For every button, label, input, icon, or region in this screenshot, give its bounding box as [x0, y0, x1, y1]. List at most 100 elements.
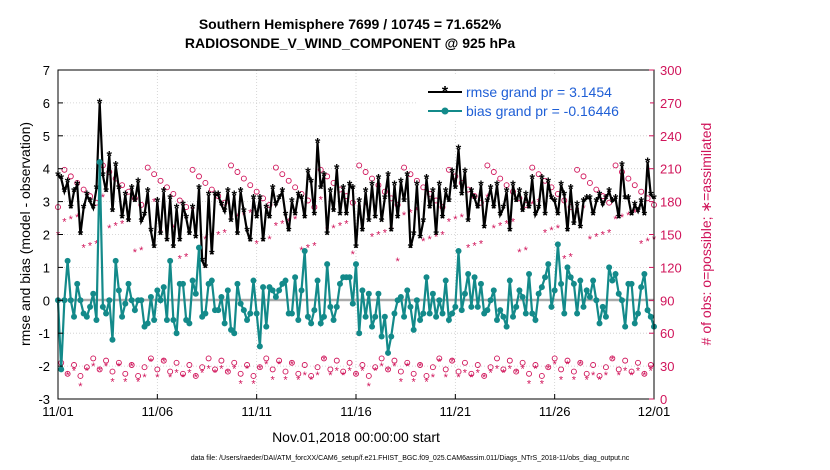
rmse-point: *: [74, 177, 80, 193]
bias-point: [545, 261, 552, 268]
obs-assimilated-point: *: [456, 372, 461, 384]
obs-assimilated-point: *: [367, 381, 372, 393]
bias-point: [231, 330, 238, 337]
obs-possible-point: [545, 364, 552, 371]
obs-assimilated-point: *: [354, 370, 359, 382]
bias-point: [429, 290, 436, 297]
rmse-point: *: [180, 197, 186, 213]
obs-assimilated-point: *: [360, 365, 365, 377]
obs-assimilated-point: *: [642, 370, 647, 382]
obs-assimilated-point: *: [274, 221, 279, 233]
obs-assimilated-point: *: [604, 370, 609, 382]
y2-tick-label: 0: [660, 392, 667, 407]
bias-point: [173, 330, 180, 337]
bias-point: [170, 317, 177, 324]
rmse-point: *: [526, 200, 532, 216]
obs-assimilated-point: *: [328, 370, 333, 382]
rmse-point: *: [642, 207, 648, 223]
bias-point: [99, 303, 106, 310]
obs-assimilated-point: *: [578, 359, 583, 371]
bias-point: [179, 280, 186, 287]
obs-possible-point: [583, 370, 590, 377]
obs-assimilated-point: *: [620, 212, 625, 224]
bias-point: [189, 277, 196, 284]
obs-possible-point: [122, 370, 129, 377]
obs-possible-point: [602, 364, 609, 371]
obs-assimilated-point: *: [312, 240, 317, 252]
obs-assimilated-point: *: [585, 374, 590, 386]
bias-point: [622, 323, 629, 330]
rmse-point: *: [116, 180, 122, 196]
obs-assimilated-point: *: [466, 243, 471, 255]
obs-possible-point: [385, 366, 391, 373]
bias-point: [244, 317, 251, 324]
rmse-point: *: [517, 184, 523, 200]
bias-point: [77, 297, 84, 304]
obs-possible-point: [474, 362, 481, 368]
bias-point: [151, 317, 158, 324]
bias-point: [106, 297, 113, 304]
obs-possible-point: [551, 355, 558, 362]
bias-point: [256, 343, 263, 350]
y-axis-ticks: -3 -2 -1 0 1 2 3 4 5 6 7: [38, 63, 63, 407]
rmse-point: *: [565, 223, 571, 239]
rmse-point: *: [520, 203, 526, 219]
bias-point: [160, 284, 167, 291]
rmse-series-points: ****************************************…: [55, 95, 657, 275]
obs-assimilated-point: *: [540, 379, 545, 391]
obs-assimilated-point: *: [178, 254, 183, 266]
obs-assimilated-point: *: [504, 219, 509, 231]
rmse-point: *: [292, 207, 298, 223]
bias-point: [163, 317, 170, 324]
rmse-point: *: [164, 233, 170, 249]
rmse-point: *: [638, 194, 644, 210]
legend-bias-label: bias grand pr = -0.16446: [466, 103, 619, 119]
rmse-point: *: [446, 194, 452, 210]
bias-point: [253, 310, 260, 317]
obs-assimilated-point: *: [569, 251, 574, 263]
bias-point: [391, 310, 398, 317]
rmse-point: *: [379, 213, 385, 229]
obs-possible-point: [484, 162, 491, 169]
y2-tick-label: 180: [660, 195, 682, 210]
rmse-point: *: [177, 233, 183, 249]
rmse-point: *: [97, 95, 103, 111]
obs-possible-point: [625, 175, 632, 182]
bias-point: [61, 297, 68, 304]
obs-assimilated-point: *: [610, 355, 615, 367]
obs-assimilated-point: *: [392, 361, 397, 373]
bias-point: [317, 320, 324, 327]
rmse-point: *: [321, 167, 327, 183]
rmse-point: *: [389, 223, 395, 239]
bias-point: [381, 313, 388, 320]
obs-possible-point: [253, 188, 260, 195]
rmse-point: *: [100, 167, 106, 183]
obs-assimilated-point: *: [421, 236, 426, 248]
obs-possible-point: [429, 364, 436, 371]
rmse-point: *: [536, 200, 542, 216]
obs-possible-point: [67, 173, 74, 180]
rmse-point: *: [260, 233, 266, 249]
obs-possible-point: [163, 184, 170, 191]
obs-possible-point: [647, 362, 654, 368]
rmse-point: *: [94, 180, 100, 196]
bias-point: [599, 303, 606, 310]
obs-possible-point: [622, 357, 629, 364]
bias-point: [513, 303, 520, 310]
bias-point: [468, 303, 475, 310]
bias-point: [580, 303, 587, 310]
obs-possible-point: [490, 169, 497, 175]
obs-possible-point: [141, 364, 148, 371]
obs-possible-point: [64, 370, 71, 377]
rmse-point: *: [507, 223, 513, 239]
obs-possible-point: [186, 362, 193, 368]
rmse-point: *: [353, 240, 359, 256]
obs-assimilated-point: *: [376, 230, 381, 242]
rmse-point: *: [424, 171, 430, 187]
obs-assimilated-point: *: [556, 223, 561, 235]
obs-possible-point: [365, 373, 372, 379]
obs-assimilated-point: *: [101, 192, 106, 204]
x-axis-label: Nov.01,2018 00:00:00 start: [272, 429, 440, 445]
obs-assimilated-point: *: [565, 359, 570, 371]
obs-possible-point: [301, 362, 308, 368]
